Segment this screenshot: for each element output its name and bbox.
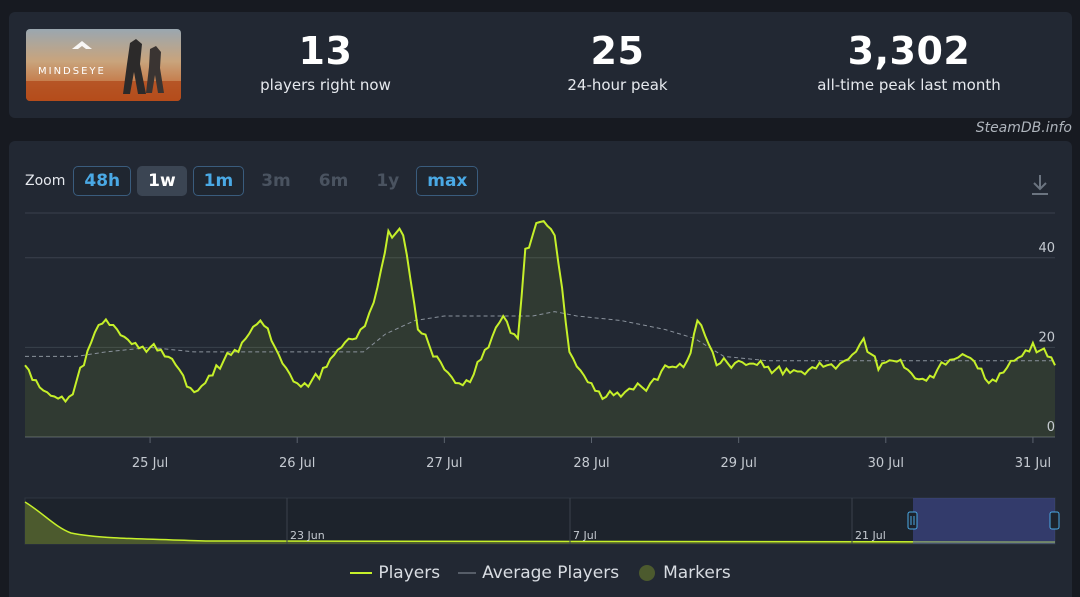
chart-legend: Players Average Players Markers: [9, 563, 1072, 583]
player-chart-card: Zoom 48h 1w 1m 3m 6m 1y max 0 20 40 25 Jul…: [9, 141, 1072, 597]
navigator-tick-label-3: 21 Jul: [855, 529, 886, 542]
game-thumbnail-image: MINDSEYE: [26, 29, 181, 101]
stat-alltime-peak: 3,302 all-time peak last month: [799, 28, 1019, 96]
steamdb-credit[interactable]: SteamDB.info: [975, 120, 1072, 136]
peak-24h-value: 25: [590, 29, 645, 73]
legend-markers-swatch: [639, 565, 656, 581]
x-tick-label: 29 Jul: [720, 456, 756, 471]
zoom-48h-button[interactable]: 48h: [73, 166, 132, 196]
navigator[interactable]: 23 Jun 7 Jul 21 Jul: [9, 497, 1072, 547]
game-thumbnail[interactable]: MINDSEYE: [26, 29, 181, 101]
alltime-peak-value: 3,302: [847, 29, 971, 73]
zoom-6m-button: 6m: [318, 171, 349, 191]
navigator-line: [24, 501, 1056, 543]
players-now-label: players right now: [260, 76, 391, 94]
navigator-tick-label-1: 23 Jun: [290, 529, 325, 542]
players-line-chart[interactable]: 0 20 40 25 Jul 26 Jul 27 Jul 28 Jul 29 Jul 30 J…: [9, 141, 1072, 481]
peak-24h-label: 24-hour peak: [567, 76, 668, 94]
navigator-area: [25, 502, 1055, 544]
x-tick-label: 31 Jul: [1015, 456, 1051, 471]
average-players-line: [25, 311, 1055, 362]
x-tick-label: 30 Jul: [868, 456, 904, 471]
stats-card: MINDSEYE 13 players right now 25 24-hour…: [9, 12, 1072, 118]
y-tick-label: 20: [1038, 330, 1055, 345]
players-now-value: 13: [298, 29, 353, 73]
zoom-1w-button[interactable]: 1w: [137, 166, 187, 196]
legend-markers[interactable]: Markers: [637, 563, 731, 583]
game-logo-text: MINDSEYE: [38, 66, 106, 77]
y-tick-label: 0: [1047, 420, 1055, 435]
zoom-max-button[interactable]: max: [416, 166, 479, 196]
download-icon[interactable]: [1030, 173, 1050, 197]
legend-average-label: Average Players: [482, 563, 620, 583]
y-tick-label: 40: [1038, 241, 1055, 256]
stat-players-now: 13 players right now: [238, 28, 413, 96]
navigator-right-handle[interactable]: [1049, 511, 1060, 530]
legend-markers-label: Markers: [663, 563, 731, 583]
legend-average-players[interactable]: Average Players: [458, 563, 619, 583]
zoom-1m-button[interactable]: 1m: [192, 166, 245, 196]
legend-average-swatch: [458, 572, 477, 574]
x-tick-label: 26 Jul: [279, 456, 315, 471]
alltime-peak-label: all-time peak last month: [817, 76, 1001, 94]
zoom-label: Zoom: [25, 173, 66, 189]
stat-24h-peak: 25 24-hour peak: [530, 28, 705, 96]
zoom-bar: Zoom 48h 1w 1m 3m 6m 1y max: [25, 165, 484, 197]
players-area: [25, 221, 1055, 437]
zoom-3m-button: 3m: [261, 171, 291, 191]
legend-players-swatch: [350, 572, 373, 574]
navigator-selection[interactable]: [913, 498, 1055, 544]
zoom-1y-button: 1y: [376, 171, 400, 191]
x-tick-label: 27 Jul: [426, 456, 462, 471]
navigator-tick-label-2: 7 Jul: [573, 529, 597, 542]
x-tick-label: 28 Jul: [573, 456, 609, 471]
players-line: [24, 219, 1056, 404]
legend-players[interactable]: Players: [350, 563, 440, 583]
legend-players-label: Players: [378, 563, 441, 583]
navigator-left-handle[interactable]: [907, 511, 918, 530]
x-tick-label: 25 Jul: [132, 456, 168, 471]
